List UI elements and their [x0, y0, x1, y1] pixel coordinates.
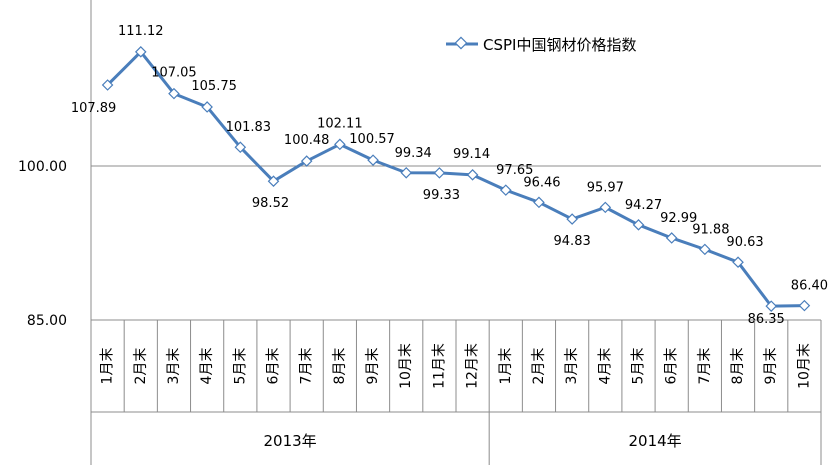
data-label: 86.35: [748, 312, 785, 327]
y-tick-label: 100.00: [18, 159, 67, 175]
data-label: 99.33: [423, 188, 460, 203]
x-category-label: 8月末: [730, 348, 746, 385]
x-category-label: 10月末: [796, 343, 812, 389]
data-point: [533, 196, 545, 209]
x-category-label: 7月末: [299, 348, 315, 385]
data-point: [168, 87, 180, 100]
x-category-label: 8月末: [332, 348, 348, 385]
data-point: [732, 256, 744, 268]
data-label: 105.75: [191, 79, 237, 94]
data-point: [400, 166, 413, 179]
data-label: 86.40: [791, 279, 828, 294]
x-category-label: 2月末: [133, 348, 149, 385]
data-point: [134, 46, 147, 58]
data-label: 99.34: [395, 146, 432, 161]
data-label: 92.99: [660, 211, 697, 226]
x-axis-categories: 1月末 2月末 3月末 4月末 5月末 6月末 7月末 8月末 9月末 10月末 11月末 12月末 1…: [90, 320, 822, 465]
data-label: 101.83: [226, 120, 272, 135]
x-category-label: 3月末: [564, 348, 580, 385]
data-point: [632, 219, 645, 231]
data-label: 97.65: [496, 163, 533, 178]
data-point: [599, 201, 612, 214]
data-point: [267, 175, 280, 187]
data-label: 94.27: [625, 198, 662, 213]
data-point: [499, 184, 512, 196]
series-line: [106, 50, 805, 308]
data-point: [234, 141, 247, 154]
data-label: 98.52: [252, 196, 289, 211]
data-point: [201, 101, 213, 113]
x-category-label: 4月末: [597, 348, 613, 385]
data-point: [334, 138, 346, 151]
x-category-label: 1月末: [498, 348, 514, 385]
x-category-label: 9月末: [763, 348, 779, 385]
data-point: [665, 232, 678, 244]
y-tick-label: 85.00: [27, 313, 67, 329]
legend-marker: [454, 36, 468, 50]
legend: CSPI中国钢材价格指数: [446, 36, 636, 54]
data-label: 107.05: [151, 66, 197, 81]
x-category-label: 10月末: [398, 343, 414, 389]
data-label: 96.46: [523, 175, 560, 190]
data-label: 100.57: [349, 132, 395, 147]
x-year-label: 2014年: [628, 432, 681, 450]
series: [101, 46, 811, 312]
data-label: 107.89: [71, 101, 117, 116]
x-year-label: 2013年: [263, 432, 316, 450]
data-label: 90.63: [726, 235, 763, 250]
data-point: [300, 155, 313, 167]
x-category-label: 5月末: [232, 348, 248, 385]
x-category-label: 6月末: [664, 348, 680, 385]
data-label: 102.11: [317, 116, 363, 131]
data-label: 99.14: [453, 147, 490, 162]
data-point: [101, 79, 114, 91]
data-label: 111.12: [118, 24, 164, 39]
data-point: [367, 154, 379, 166]
data-label: 95.97: [587, 180, 624, 195]
y-tick-labels: 85.00 100.00: [18, 159, 67, 329]
x-category-label: 7月末: [697, 348, 713, 385]
data-point: [433, 167, 446, 179]
data-point: [699, 243, 711, 256]
x-category-label: 9月末: [365, 348, 381, 385]
x-category-label: 1月末: [100, 348, 116, 385]
data-point: [798, 299, 811, 312]
x-category-label: 2月末: [531, 348, 547, 385]
x-category-label: 5月末: [631, 348, 647, 385]
legend-label: CSPI中国钢材价格指数: [483, 36, 636, 54]
data-point: [566, 213, 578, 225]
data-point: [765, 300, 778, 312]
x-category-label: 3月末: [166, 348, 182, 385]
x-category-label: 4月末: [199, 348, 215, 385]
data-label: 94.83: [554, 234, 591, 249]
x-category-label: 6月末: [266, 348, 282, 385]
x-category-label: 12月末: [465, 343, 481, 389]
data-point: [466, 169, 479, 181]
data-label: 100.48: [284, 133, 330, 148]
x-category-label: 11月末: [431, 343, 447, 389]
data-label: 91.88: [692, 222, 729, 237]
